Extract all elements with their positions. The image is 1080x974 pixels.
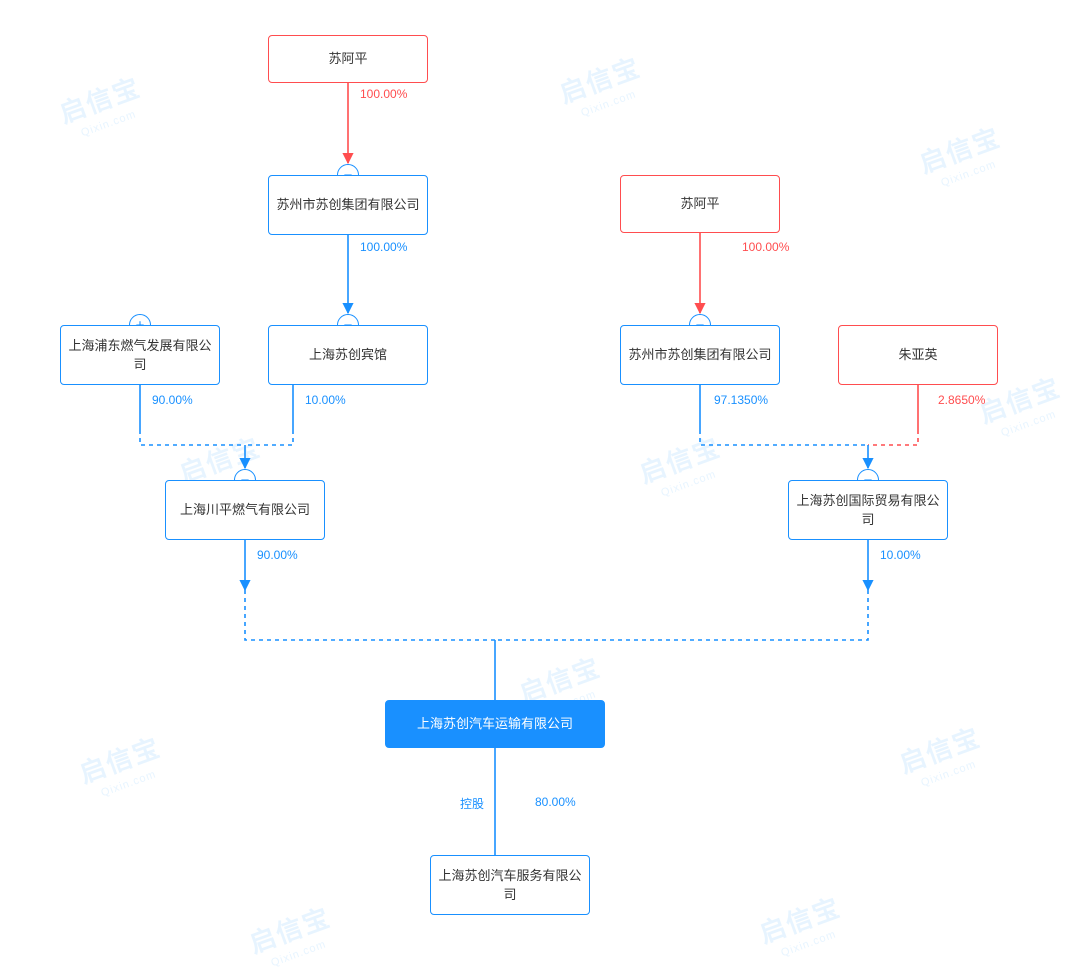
edge-label: 100.00% <box>360 87 407 101</box>
ownership-diagram: 启信宝Qixin.com 启信宝Qixin.com 启信宝Qixin.com 启… <box>0 0 1080 973</box>
watermark: 启信宝Qixin.com <box>634 427 730 504</box>
node-focus-company[interactable]: 上海苏创汽车运输有限公司 <box>385 700 605 748</box>
node-company-pudong-gas[interactable]: 上海浦东燃气发展有限公司 <box>60 325 220 385</box>
node-label: 上海浦东燃气发展有限公司 <box>67 336 213 375</box>
edge-label: 97.1350% <box>714 393 768 407</box>
watermark: 启信宝Qixin.com <box>894 717 990 794</box>
edge-label: 100.00% <box>742 240 789 254</box>
edge-label: 10.00% <box>880 548 921 562</box>
watermark: 启信宝Qixin.com <box>754 887 850 964</box>
node-label: 上海川平燃气有限公司 <box>180 500 310 520</box>
node-label: 苏州市苏创集团有限公司 <box>628 345 771 365</box>
edge-label: 2.8650% <box>938 393 985 407</box>
node-label: 苏阿平 <box>680 194 719 214</box>
node-label: 上海苏创汽车服务有限公司 <box>437 866 583 905</box>
watermark: 启信宝Qixin.com <box>554 47 650 124</box>
node-company-suchuang-trade[interactable]: 上海苏创国际贸易有限公司 <box>788 480 948 540</box>
node-label: 苏阿平 <box>328 49 367 69</box>
edge-label: 100.00% <box>360 240 407 254</box>
edge-label: 90.00% <box>257 548 298 562</box>
node-company-suchuang-group-2[interactable]: 苏州市苏创集团有限公司 <box>620 325 780 385</box>
node-person-suaping-2[interactable]: 苏阿平 <box>620 175 780 233</box>
edge-label: 10.00% <box>305 393 346 407</box>
node-person-suaping-1[interactable]: 苏阿平 <box>268 35 428 83</box>
node-label: 上海苏创宾馆 <box>309 345 387 365</box>
edge-extra-label: 控股 <box>460 795 484 812</box>
edge-label: 80.00% <box>535 795 576 809</box>
node-company-chuanping-gas[interactable]: 上海川平燃气有限公司 <box>165 480 325 540</box>
node-label: 上海苏创国际贸易有限公司 <box>795 491 941 530</box>
watermark: 启信宝Qixin.com <box>74 727 170 804</box>
watermark: 启信宝Qixin.com <box>54 67 150 144</box>
watermark: 启信宝Qixin.com <box>244 897 340 974</box>
node-person-zhuyaying[interactable]: 朱亚英 <box>838 325 998 385</box>
node-label: 上海苏创汽车运输有限公司 <box>417 714 573 734</box>
node-label: 朱亚英 <box>898 345 937 365</box>
node-company-suchuang-auto-service[interactable]: 上海苏创汽车服务有限公司 <box>430 855 590 915</box>
node-company-suchuang-group-1[interactable]: 苏州市苏创集团有限公司 <box>268 175 428 235</box>
watermark: 启信宝Qixin.com <box>914 117 1010 194</box>
node-label: 苏州市苏创集团有限公司 <box>276 195 419 215</box>
node-company-suchuang-hotel[interactable]: 上海苏创宾馆 <box>268 325 428 385</box>
edge-label: 90.00% <box>152 393 193 407</box>
